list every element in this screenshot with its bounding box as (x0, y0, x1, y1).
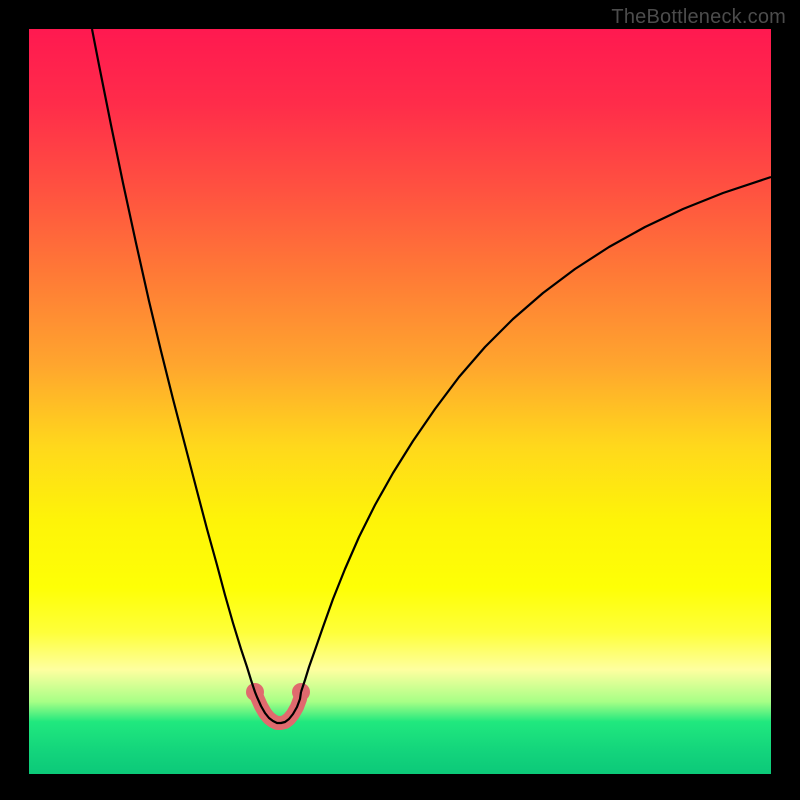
gradient-background (29, 29, 771, 774)
chart-container: { "watermark": "TheBottleneck.com", "cha… (0, 0, 800, 800)
plot-area (29, 29, 771, 774)
chart-svg (29, 29, 771, 774)
watermark-text: TheBottleneck.com (611, 6, 786, 29)
